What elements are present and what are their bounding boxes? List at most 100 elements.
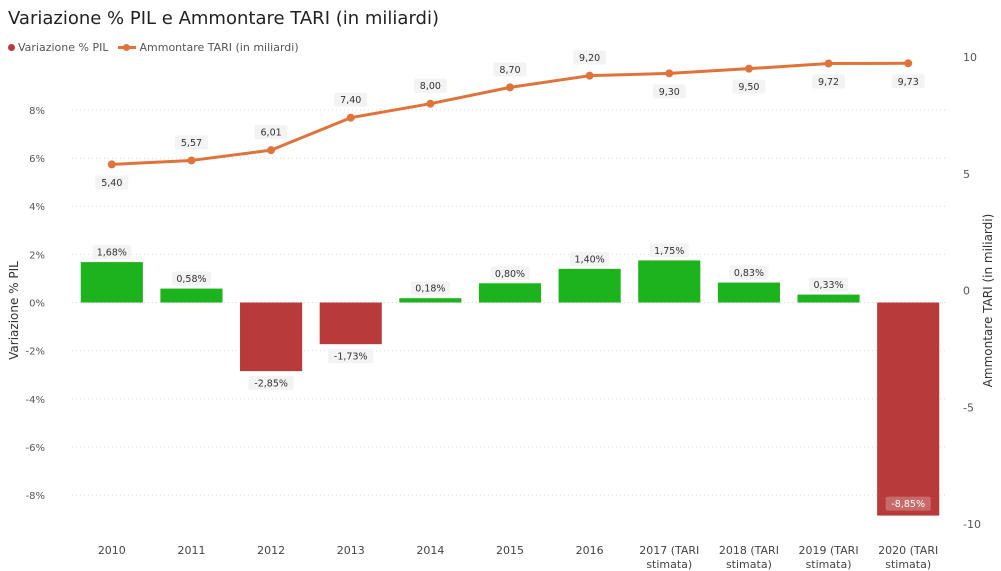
line-data-label-bg [493,62,527,77]
line-data-label-bg [652,84,686,99]
tari-point [187,156,196,165]
y-left-tick-label: -4% [26,395,45,406]
bar-data-label-bg [410,281,450,296]
bar-data-label-bg [809,277,849,292]
y-left-tick-label: -2% [26,347,45,358]
y-right-tick-label: 0 [963,285,970,298]
y-right-tick-label: 10 [963,51,977,64]
tari-point [267,146,276,155]
y-left-axis-title: Variazione % PIL [7,261,21,360]
line-data-label-bg [95,175,129,190]
bar-data-label: 0,80% [495,269,525,280]
line-data-label: 5,57 [181,138,202,149]
bar-2019 [797,294,860,303]
y-left-tick-label: -6% [26,443,45,454]
line-data-label: 8,70 [499,65,520,76]
bar-data-label-bg [729,265,769,280]
x-tick-label: 2010 [98,544,126,557]
x-tick-label-2: stimata) [646,558,692,571]
y-left-tick-label: 0% [29,299,45,310]
line-data-label: 6,01 [261,128,282,139]
y-right-tick-label: -5 [963,401,974,414]
bar-data-label: 1,40% [575,254,605,265]
bar-2011 [160,288,223,303]
bar-data-label: 0,33% [813,280,843,291]
legend-marker-pil [8,44,15,51]
line-data-label: 9,20 [579,53,600,64]
x-tick-label-2: stimata) [726,558,772,571]
x-tick-label-2: stimata) [885,558,931,571]
x-tick-label: 2015 [496,544,524,557]
legend: Variazione % PIL Ammontare TARI (in mili… [8,41,309,54]
bar-data-label-bg [248,376,294,391]
bar-data-label: -2,85% [254,379,288,390]
y-left-tick-label: -8% [26,491,45,502]
tari-point [824,59,833,68]
y-right-tick-label: 5 [963,168,970,181]
bar-data-label-bg [649,243,689,258]
legend-item-pil[interactable]: Variazione % PIL [8,41,108,54]
tari-point [506,83,514,92]
tari-point [346,113,355,122]
line-data-label: 8,00 [420,81,441,92]
line-data-label: 7,40 [340,95,361,106]
line-data-label-bg [732,79,766,94]
legend-label-tari: Ammontare TARI (in miliardi) [139,41,299,54]
bar-2014 [399,298,462,303]
bar-2012 [240,302,303,372]
bar-data-label: -1,73% [334,352,368,363]
line-data-label-bg [891,74,925,89]
legend-item-tari[interactable]: Ammontare TARI (in miliardi) [118,41,299,54]
x-tick-label: 2011 [177,544,205,557]
bar-data-label: 1,68% [97,248,127,259]
line-data-label-bg [175,135,208,150]
y-left-tick-label: 6% [29,154,45,165]
chart-title: Variazione % PIL e Ammontare TARI (in mi… [8,8,439,29]
tari-line [111,61,909,166]
bar-data-label-bg [328,349,374,364]
line-data-label: 5,40 [101,178,122,189]
bar-data-label: -8,85% [891,499,925,510]
line-data-label-bg [254,125,288,140]
bar-data-label: 0,58% [176,274,206,285]
bar-data-label-bg [92,245,132,260]
line-data-label-bg [334,92,368,107]
line-data-label-bg [413,78,447,93]
bar-2016 [558,268,621,303]
y-right-axis-title: Ammontare TARI (in miliardi) [981,214,995,388]
x-tick-label: 2016 [576,544,604,557]
x-tick-label-2: stimata) [806,558,852,571]
line-data-label: 9,30 [659,87,680,98]
line-data-label: 9,72 [818,77,839,88]
bar-data-label-bg [171,271,211,286]
x-tick-label: 2014 [416,544,444,557]
bar-2015 [478,283,542,303]
x-tick-label: 2019 (TARI [799,544,859,557]
tari-point [744,64,753,73]
y-left-tick-label: 8% [29,106,45,117]
bar-data-label: 0,18% [415,284,445,295]
bar-2013 [319,302,382,345]
bar-2018 [717,282,780,303]
x-tick-label: 2013 [337,544,365,557]
bar-data-label-bg [490,266,530,281]
legend-marker-tari [118,44,137,51]
bar-2010 [80,262,143,303]
tari-point [585,71,594,80]
bar-data-label: 0,83% [734,268,764,279]
x-tick-label: 2017 (TARI [639,544,699,557]
line-data-label-bg [812,74,845,89]
bar-2017 [638,260,701,303]
tari-point [107,160,116,169]
line-data-label-bg [573,50,607,65]
x-tick-label: 2020 (TARI [878,544,938,557]
y-right-tick-label: -10 [963,518,981,531]
x-tick-label: 2018 (TARI [719,544,779,557]
bar-data-label-bg [885,496,931,511]
y-left-tick-label: 2% [29,250,45,261]
bar-data-label-bg [570,251,610,266]
line-data-label: 9,50 [738,82,759,93]
bar-2020 [877,302,940,516]
line-data-label: 9,73 [898,77,919,88]
